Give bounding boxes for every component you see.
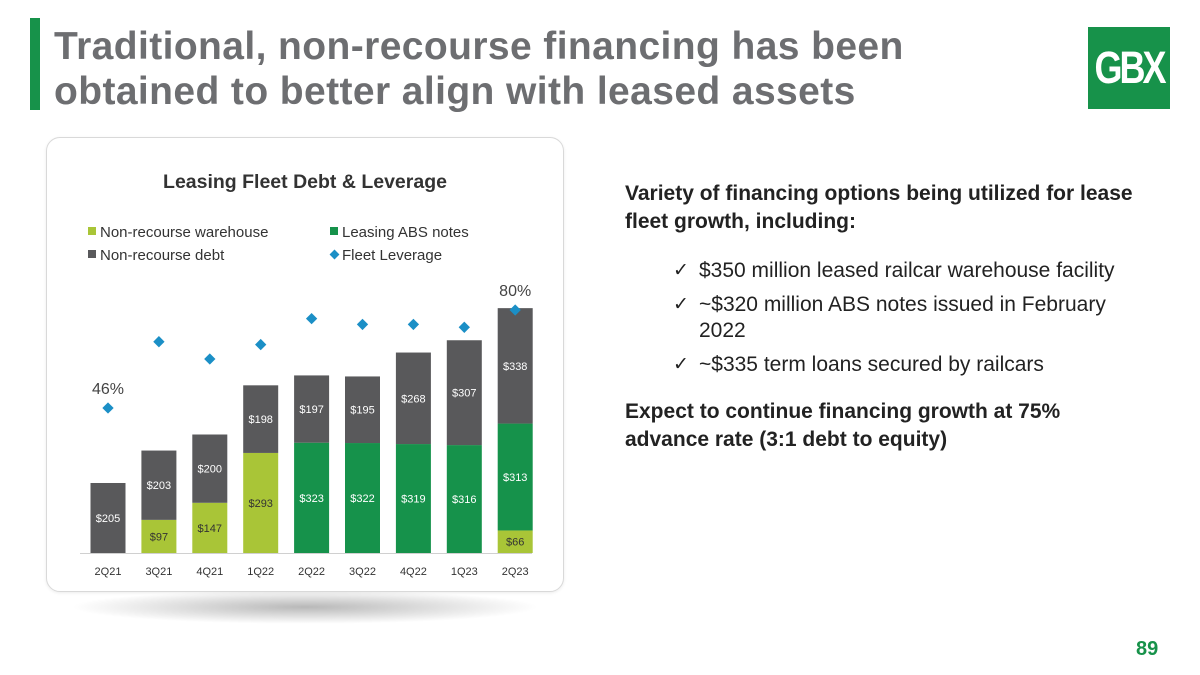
x-tick-label: 2Q21 bbox=[95, 566, 122, 578]
chart-card-shadow bbox=[70, 590, 540, 624]
bar-nonrecourse-debt bbox=[192, 434, 228, 503]
legend-swatch bbox=[330, 227, 338, 235]
data-label: $323 bbox=[299, 493, 323, 505]
data-label: $322 bbox=[350, 493, 374, 505]
bar-warehouse bbox=[243, 452, 279, 553]
bullet-text: $350 million leased railcar warehouse fa… bbox=[699, 259, 1115, 282]
x-tick-label: 4Q21 bbox=[196, 566, 223, 578]
data-label: $313 bbox=[503, 472, 527, 484]
bar-nonrecourse-debt bbox=[294, 375, 330, 443]
bar-warehouse bbox=[192, 502, 228, 553]
leverage-point bbox=[509, 304, 521, 316]
x-tick-label: 1Q22 bbox=[247, 566, 274, 578]
panel-intro: Variety of financing options being utili… bbox=[625, 182, 1133, 233]
legend-label: Non-recourse debt bbox=[100, 247, 225, 264]
leverage-point bbox=[204, 353, 216, 365]
data-label: $147 bbox=[198, 523, 222, 535]
leverage-point bbox=[153, 336, 165, 348]
panel-outro: Expect to continue financing growth at 7… bbox=[625, 400, 1061, 451]
leverage-point bbox=[255, 338, 267, 351]
slide-title: Traditional, non-recourse financing has … bbox=[54, 25, 904, 113]
legend-swatch bbox=[88, 227, 96, 235]
data-label: $319 bbox=[401, 494, 425, 506]
list-item: ✓ ~$335 term loans secured by railcars bbox=[673, 352, 1145, 379]
gbx-logo: GBX bbox=[1088, 27, 1170, 109]
x-tick-label: 2Q22 bbox=[298, 566, 325, 578]
leverage-point bbox=[407, 318, 420, 331]
bar-abs-notes bbox=[497, 423, 533, 531]
bullet-list: ✓ $350 million leased railcar warehouse f… bbox=[673, 258, 1145, 378]
bullet-text: ~$320 million ABS notes issued in Februa… bbox=[699, 292, 1106, 343]
data-label: $307 bbox=[452, 388, 476, 400]
list-item: ✓ ~$320 million ABS notes issued in Febru… bbox=[673, 292, 1145, 345]
legend-label: Fleet Leverage bbox=[342, 247, 442, 264]
data-label: $200 bbox=[198, 464, 222, 476]
x-tick-label: 2Q23 bbox=[502, 566, 529, 578]
data-label: $293 bbox=[248, 498, 272, 510]
logo-text: GBX bbox=[1094, 41, 1166, 93]
data-label: $203 bbox=[147, 480, 171, 492]
bar-abs-notes bbox=[446, 445, 482, 553]
check-icon: ✓ bbox=[673, 293, 689, 315]
data-label: $198 bbox=[248, 414, 272, 426]
bullet-text: ~$335 term loans secured by railcars bbox=[699, 352, 1044, 376]
leverage-label: 80% bbox=[499, 283, 531, 300]
data-label: $338 bbox=[503, 361, 527, 373]
legend-label: Non-recourse warehouse bbox=[100, 224, 268, 241]
x-tick-label: 3Q21 bbox=[145, 566, 172, 578]
bar-abs-notes bbox=[294, 442, 330, 553]
bar-nonrecourse-debt bbox=[345, 376, 380, 444]
data-label: $197 bbox=[299, 404, 323, 416]
chart-title: Leasing Fleet Debt & Leverage bbox=[163, 171, 447, 193]
data-label: $97 bbox=[150, 531, 168, 543]
bar-warehouse bbox=[497, 530, 533, 553]
legend-marker-leverage bbox=[329, 249, 340, 260]
bar-nonrecourse-debt bbox=[141, 450, 177, 520]
check-icon: ✓ bbox=[673, 260, 689, 281]
bar-nonrecourse-debt bbox=[395, 352, 431, 445]
bar-nonrecourse-debt bbox=[243, 385, 279, 453]
leverage-point bbox=[356, 318, 369, 331]
data-label: $66 bbox=[506, 537, 524, 549]
bar-abs-notes bbox=[395, 444, 431, 553]
page-number: 89 bbox=[1136, 638, 1159, 660]
bar-nonrecourse-debt bbox=[497, 308, 533, 424]
data-label: $205 bbox=[96, 513, 120, 525]
check-icon: ✓ bbox=[673, 353, 689, 375]
leverage-point bbox=[102, 402, 114, 414]
leverage-label: 46% bbox=[92, 381, 124, 398]
data-label: $195 bbox=[350, 405, 374, 417]
data-label: $268 bbox=[401, 393, 425, 405]
x-tick-label: 1Q23 bbox=[451, 566, 478, 578]
bar-warehouse bbox=[141, 519, 177, 553]
leverage-point bbox=[305, 312, 318, 325]
data-label: $316 bbox=[452, 494, 476, 506]
x-tick-label: 4Q22 bbox=[400, 566, 427, 578]
bar-nonrecourse-debt bbox=[90, 482, 126, 553]
bar-nonrecourse-debt bbox=[446, 340, 482, 446]
title-accent-bar bbox=[30, 18, 40, 110]
legend-label: Leasing ABS notes bbox=[342, 224, 469, 241]
leverage-point bbox=[458, 321, 470, 333]
right-panel: Variety of financing options being utili… bbox=[625, 180, 1145, 454]
list-item: ✓ $350 million leased railcar warehouse f… bbox=[673, 258, 1145, 285]
bar-abs-notes bbox=[345, 443, 380, 553]
x-tick-label: 3Q22 bbox=[349, 566, 376, 578]
legend-swatch bbox=[88, 250, 96, 258]
